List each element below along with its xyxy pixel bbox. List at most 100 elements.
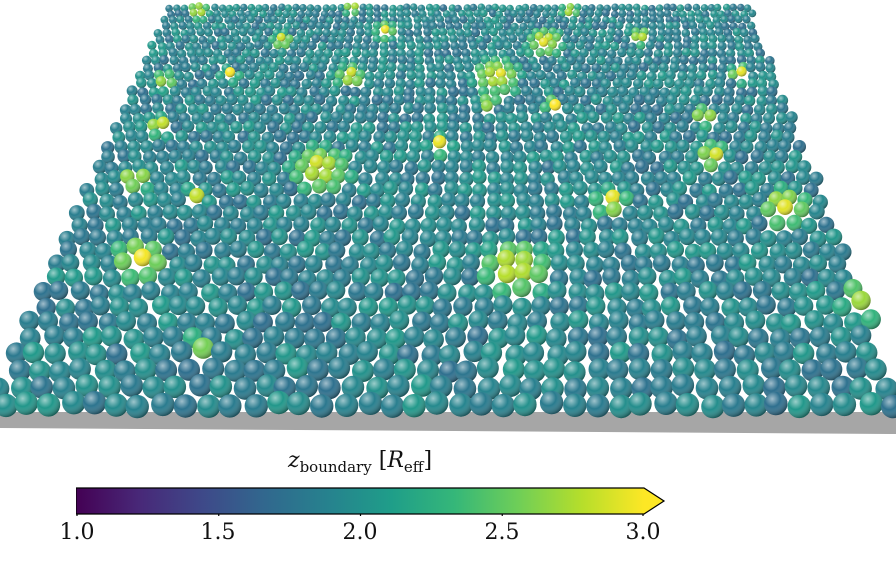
particle-shading [292, 3, 300, 12]
particle-shading [234, 70, 245, 81]
particle-shading [396, 4, 405, 13]
particle-shading [700, 41, 710, 51]
particle-shading [719, 55, 729, 66]
particle-shading [187, 159, 202, 174]
particle-shading [641, 121, 655, 134]
particle-shading [244, 69, 255, 80]
floor-plane [0, 412, 896, 434]
particle-shading [101, 150, 115, 164]
particle-shading [440, 34, 449, 44]
particle-shading [262, 295, 282, 315]
particle-layer [0, 2, 896, 419]
particle-shading [500, 206, 517, 222]
particle-shading [517, 70, 528, 81]
particle-shading [721, 298, 741, 318]
particle-shading [609, 394, 633, 419]
particle-shading [700, 297, 720, 317]
particle-shading [288, 255, 306, 274]
particle-shading [690, 35, 700, 44]
particle-shading [716, 281, 736, 301]
particle-shading [334, 41, 344, 51]
particle-shading [183, 71, 194, 82]
particle-shading [707, 69, 719, 80]
particle-shading [596, 55, 606, 66]
particle-shading [222, 130, 236, 144]
particle-shading [198, 55, 208, 66]
particle-shading [100, 255, 119, 273]
particle-shading [525, 9, 534, 18]
particle-shading [204, 70, 215, 81]
particle-shading [424, 205, 441, 221]
colorbar-tick-label: 1.0 [59, 520, 95, 545]
particle-shading [557, 170, 573, 185]
particle-shading [30, 375, 53, 399]
particle-shading [318, 376, 341, 400]
particle-shading [639, 283, 659, 303]
particle-shading [859, 392, 884, 416]
particle-shading [687, 63, 698, 74]
particle-shading [691, 27, 700, 37]
particle-shading [634, 9, 642, 18]
particle-shading [413, 243, 431, 261]
particle-shading [296, 29, 306, 38]
particle-shading [659, 130, 673, 143]
particle-shading [616, 150, 631, 165]
particle-shading [326, 280, 346, 300]
particle-shading [728, 205, 745, 222]
particle-shading [274, 281, 294, 301]
particle-shading [352, 360, 374, 382]
particle-shading [696, 70, 707, 81]
colorbar-unit-symbol: R [387, 448, 404, 473]
particle-shading [454, 4, 462, 13]
particle-shading [566, 41, 576, 51]
particle-shading [816, 295, 836, 315]
particle-shading [162, 21, 171, 30]
particle-shading [388, 20, 397, 30]
particle-shading [527, 21, 536, 31]
particle-shading [226, 182, 241, 198]
particle-shading [720, 15, 729, 24]
particle-shading [727, 229, 744, 247]
particle-shading [535, 70, 547, 81]
particle-shading [309, 86, 321, 98]
particle-shading [665, 16, 674, 24]
particle-shading [740, 28, 749, 38]
particle-shading [576, 111, 589, 124]
particle-shading [419, 230, 437, 248]
particle-shading [125, 394, 149, 419]
particle-shading [660, 55, 671, 65]
particle-shading [535, 47, 546, 58]
particle-shading [409, 130, 422, 144]
particle-shading [397, 27, 407, 37]
particle-shading [508, 34, 518, 43]
particle-shading [758, 161, 773, 176]
particle-shading [785, 111, 798, 124]
particle-shading [724, 256, 743, 274]
particle-shading [608, 310, 629, 331]
particle-shading [280, 79, 291, 90]
particle-shading [756, 295, 776, 315]
particle-shading [674, 267, 693, 287]
particle-shading [190, 62, 201, 73]
particle-shading [157, 268, 177, 287]
particle-shading [434, 62, 445, 73]
particle-shading [286, 131, 300, 145]
particle-shading [447, 120, 460, 133]
particle-shading [850, 325, 872, 346]
particle-shading [258, 22, 268, 31]
particle-shading [648, 22, 658, 31]
particle-shading [222, 205, 239, 222]
particle-shading [384, 78, 396, 89]
particle-shading [587, 326, 609, 348]
particle-shading [274, 9, 283, 18]
particle-shading [412, 102, 424, 114]
particle-shading [650, 139, 664, 153]
particle-shading [683, 130, 696, 143]
particle-shading [379, 41, 389, 52]
particle-shading [565, 241, 584, 259]
particle-shading [494, 41, 504, 51]
particle-shading [664, 77, 675, 89]
particle-shading [128, 298, 148, 318]
particle-shading [620, 254, 639, 273]
particle-shading [238, 15, 247, 24]
